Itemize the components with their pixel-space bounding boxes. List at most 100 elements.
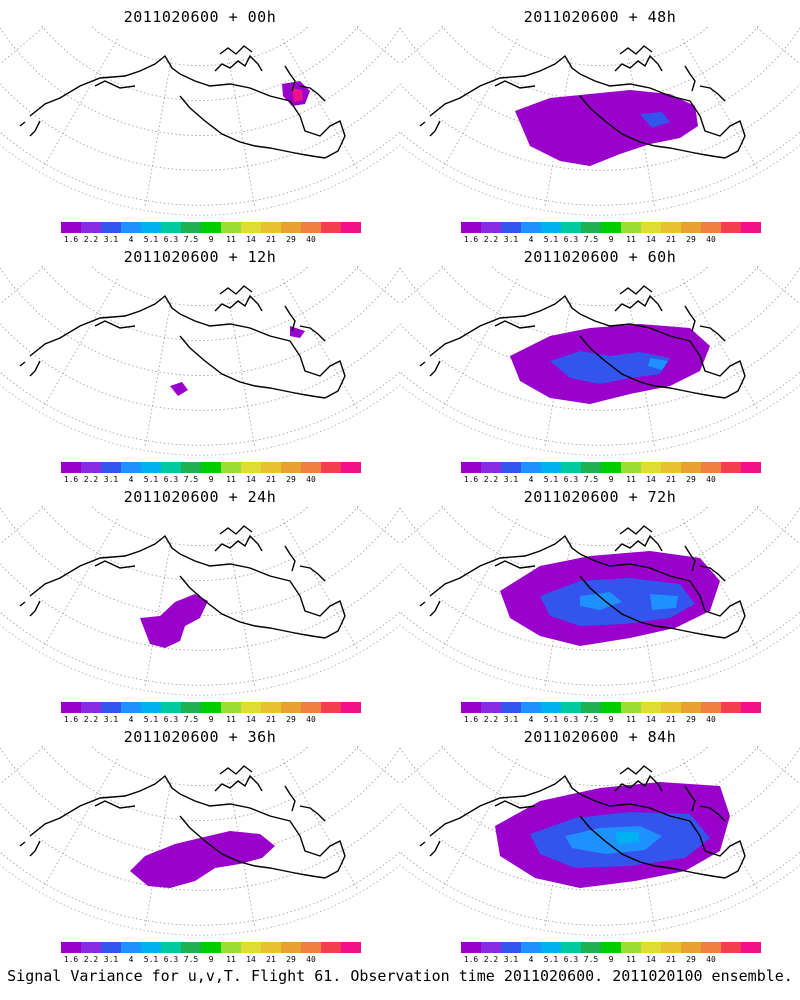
colorbar-swatch xyxy=(81,702,102,713)
latitude-line xyxy=(0,267,400,376)
colorbar-label: 1.6 xyxy=(463,235,479,244)
colorbar-swatch xyxy=(641,942,662,953)
longitude-line xyxy=(754,266,800,305)
coastlines xyxy=(19,45,346,159)
colorbar-label: 5.1 xyxy=(143,235,159,244)
longitude-line xyxy=(282,518,358,649)
colorbar xyxy=(61,942,361,953)
colorbar-label: 2.2 xyxy=(83,715,99,724)
latitude-line xyxy=(90,746,310,787)
colorbar-label: 40 xyxy=(306,715,316,724)
colorbar-swatch xyxy=(321,222,342,233)
longitude-line xyxy=(282,758,358,889)
colorbar-label: 29 xyxy=(686,955,696,964)
colorbar-swatch xyxy=(101,222,122,233)
colorbar-swatch xyxy=(341,462,361,473)
colorbar-swatch xyxy=(261,462,282,473)
colorbar-swatch xyxy=(681,702,702,713)
variance-contour xyxy=(290,326,305,338)
colorbar-swatch xyxy=(301,222,322,233)
colorbar-swatch xyxy=(141,942,162,953)
coastline xyxy=(214,294,263,312)
longitude-line xyxy=(544,298,572,447)
colorbar-swatch xyxy=(661,942,682,953)
colorbar-label: 21 xyxy=(666,955,676,964)
coastline xyxy=(429,600,441,617)
coastline xyxy=(299,325,326,342)
coastline xyxy=(299,565,326,582)
coastline xyxy=(19,361,26,367)
map-boundary xyxy=(400,144,800,216)
coastline xyxy=(419,121,426,127)
colorbar-swatch xyxy=(481,462,502,473)
latitude-line xyxy=(0,323,400,411)
coastline xyxy=(579,815,701,875)
coastline xyxy=(699,565,726,582)
coastline xyxy=(179,335,301,395)
colorbar-swatch xyxy=(161,462,182,473)
map-plot xyxy=(0,266,400,456)
longitude-line xyxy=(282,38,358,169)
panel-title: 2011020600 + 84h xyxy=(523,728,677,746)
colorbar-swatch xyxy=(321,702,342,713)
panel-title: 2011020600 + 00h xyxy=(123,8,277,26)
coastline xyxy=(619,45,653,55)
variance-contour xyxy=(615,832,640,844)
colorbar-swatch xyxy=(281,462,302,473)
colorbar-swatch xyxy=(541,462,562,473)
coastline xyxy=(19,601,26,607)
colorbar-swatch xyxy=(541,222,562,233)
colorbar-swatch xyxy=(121,222,142,233)
colorbar-swatch xyxy=(61,702,82,713)
colorbar-swatch xyxy=(521,222,542,233)
colorbar-label: 7.5 xyxy=(183,475,199,484)
colorbar-swatch xyxy=(681,942,702,953)
colorbar-labels: 1.6 2.2 3.1 4 5.1 6.3 7.5 9 11 14 21 29 40 xyxy=(461,715,761,725)
colorbar-swatch xyxy=(121,702,142,713)
coastline xyxy=(284,305,296,332)
colorbar-label: 6.3 xyxy=(163,715,179,724)
coastline xyxy=(284,545,296,572)
map-panel: 2011020600 + 24h 1.6 2.2 3.1 4 5.1 6.3 7.5 9 11 14… xyxy=(0,480,400,724)
coastline xyxy=(619,525,653,535)
colorbar-swatch xyxy=(301,942,322,953)
colorbar-label: 3.1 xyxy=(503,235,519,244)
colorbar-label: 3.1 xyxy=(503,955,519,964)
colorbar-swatch xyxy=(661,462,682,473)
colorbar-labels: 1.6 2.2 3.1 4 5.1 6.3 7.5 9 11 14 21 29 40 xyxy=(61,235,361,245)
latitude-line xyxy=(90,26,310,67)
colorbar-label: 7.5 xyxy=(583,955,599,964)
coastline xyxy=(419,601,426,607)
colorbar-label: 6.3 xyxy=(563,475,579,484)
coastline xyxy=(214,534,263,552)
colorbar xyxy=(461,222,761,233)
variance-contour xyxy=(140,594,208,648)
coastline xyxy=(429,774,581,837)
colorbar-swatch xyxy=(621,222,642,233)
coastline xyxy=(94,80,136,89)
map-boundary xyxy=(400,864,800,936)
coastline xyxy=(284,785,296,812)
colorbar-swatch xyxy=(81,942,102,953)
longitude-line xyxy=(0,26,46,65)
colorbar-swatch xyxy=(241,702,262,713)
coastline xyxy=(19,121,26,127)
colorbar-swatch xyxy=(301,462,322,473)
colorbar-swatch xyxy=(741,942,761,953)
panel-title: 2011020600 + 72h xyxy=(523,488,677,506)
coastline xyxy=(299,153,326,159)
map-plot xyxy=(400,506,800,696)
colorbar-label: 6.3 xyxy=(563,715,579,724)
colorbar-label: 4 xyxy=(528,235,534,244)
colorbar-swatch xyxy=(661,222,682,233)
colorbar-label: 11 xyxy=(626,475,636,484)
colorbar-label: 40 xyxy=(306,235,316,244)
colorbar-label: 9 xyxy=(208,715,214,724)
map-plot xyxy=(0,506,400,696)
coastline xyxy=(684,305,696,332)
colorbar-swatch xyxy=(621,462,642,473)
colorbar-swatch xyxy=(341,702,361,713)
colorbar-label: 2.2 xyxy=(483,235,499,244)
colorbar-label: 11 xyxy=(226,955,236,964)
colorbar-label: 14 xyxy=(246,955,256,964)
